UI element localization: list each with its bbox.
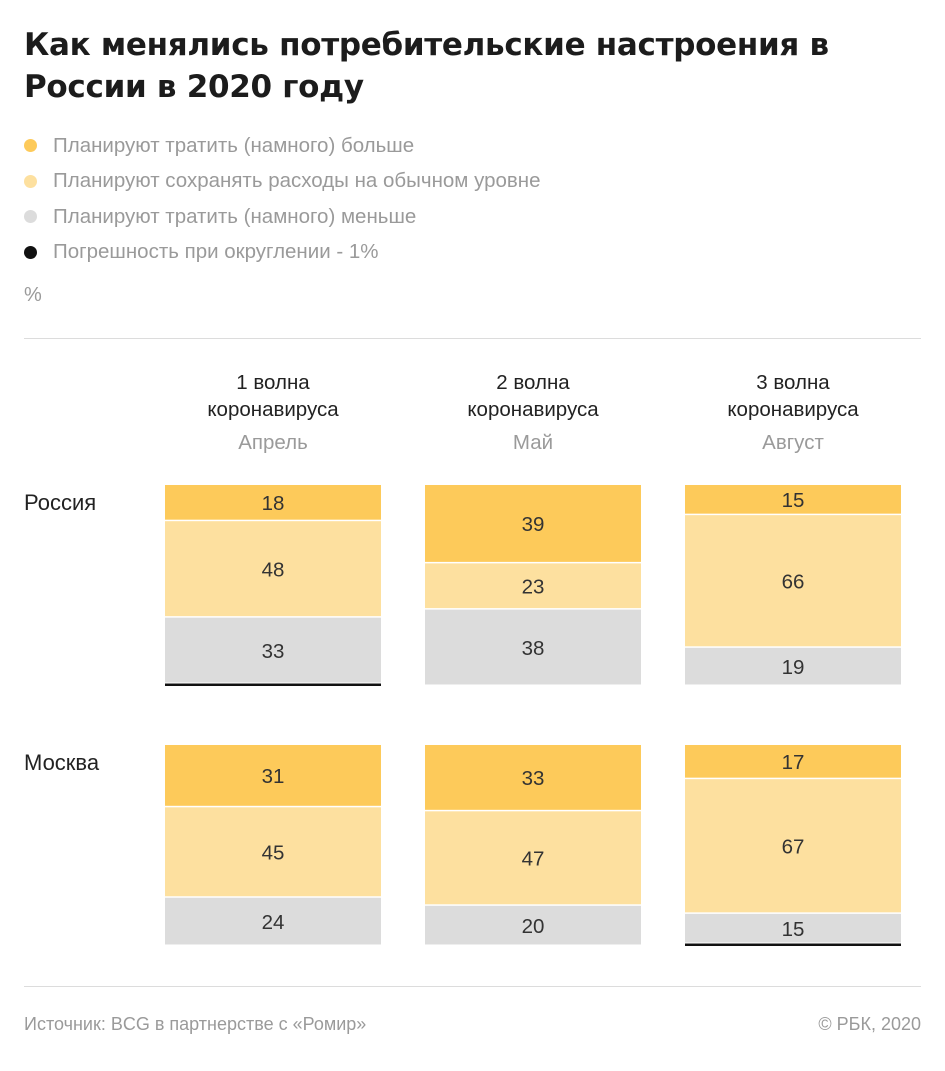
legend-dot-icon xyxy=(24,245,37,259)
legend-item-same: Планируют сохранять расходы на обычном у… xyxy=(24,164,541,200)
bar-segment xyxy=(685,647,901,685)
legend-dot-icon xyxy=(24,139,37,153)
source-note: Источник: BCG в партнерстве с «Ромир» xyxy=(24,1014,367,1034)
data-label: 38 xyxy=(522,637,545,660)
stacked-bar-chart: 1 волна коронавируса Апрель 2 волна коронави… xyxy=(24,371,901,946)
legend-label: Погрешность при округлении - 1% xyxy=(53,240,379,264)
data-label: 19 xyxy=(782,656,805,679)
bar-segment xyxy=(685,485,901,514)
rounding-error-mark xyxy=(165,683,381,686)
column-header-wave: 2 волна xyxy=(496,371,570,394)
unit-label: % xyxy=(24,284,42,306)
data-label: 18 xyxy=(262,492,285,515)
data-label: 15 xyxy=(782,918,805,941)
data-label: 67 xyxy=(782,836,805,859)
data-label: 15 xyxy=(782,489,805,512)
bar-segment xyxy=(165,745,381,806)
legend-item-more: Планируют тратить (намного) больше xyxy=(24,128,541,164)
bar-segment xyxy=(425,811,641,905)
bottom-divider xyxy=(24,986,921,987)
column-header-wave: коронавируса xyxy=(727,398,859,421)
data-label: 24 xyxy=(262,911,285,934)
column-header-wave: 1 волна xyxy=(236,371,310,394)
bar-segment xyxy=(425,563,641,609)
data-label: 20 xyxy=(522,915,545,938)
column-header-wave: коронавируса xyxy=(467,398,599,421)
bar-segment xyxy=(165,485,381,520)
bar-segment xyxy=(165,897,381,945)
data-label: 48 xyxy=(262,558,285,581)
column-header-month: Апрель xyxy=(238,431,308,454)
bar-segment xyxy=(165,617,381,683)
legend-label: Планируют тратить (намного) больше xyxy=(53,133,415,157)
legend-dot-icon xyxy=(24,174,37,188)
bar-segment xyxy=(685,913,901,943)
data-label: 66 xyxy=(782,570,805,593)
bar-segment xyxy=(425,745,641,810)
data-label: 45 xyxy=(262,842,285,865)
legend-item-rounding: Погрешность при округлении - 1% xyxy=(24,235,541,271)
column-header-wave: 3 волна xyxy=(756,371,830,394)
legend: Планируют тратить (намного) больше Плани… xyxy=(24,128,541,270)
data-label: 31 xyxy=(262,765,285,788)
top-divider xyxy=(24,338,921,339)
bar-segment xyxy=(685,515,901,647)
legend-label: Планируют сохранять расходы на обычном у… xyxy=(53,169,541,193)
bar-segment xyxy=(425,485,641,562)
bar-segment xyxy=(425,905,641,945)
bar-segment xyxy=(165,521,381,617)
bar-segment xyxy=(685,745,901,778)
bar-segment xyxy=(425,609,641,685)
copyright: © РБК, 2020 xyxy=(818,1014,921,1034)
data-label: 17 xyxy=(782,751,805,774)
data-label: 33 xyxy=(522,767,545,790)
column-header-month: Май xyxy=(513,431,553,454)
bar-segment xyxy=(685,779,901,913)
legend-label: Планируют тратить (намного) меньше xyxy=(53,204,417,228)
row-label: Москва xyxy=(24,750,100,775)
data-label: 33 xyxy=(262,640,285,663)
column-header-wave: коронавируса xyxy=(207,398,339,421)
bar-segment xyxy=(165,807,381,897)
row-label: Россия xyxy=(24,490,96,515)
data-label: 23 xyxy=(522,576,545,599)
legend-dot-icon xyxy=(24,210,37,224)
data-label: 47 xyxy=(522,848,545,871)
data-label: 39 xyxy=(522,513,545,536)
column-header-month: Август xyxy=(762,431,824,454)
rounding-error-mark xyxy=(685,943,901,946)
chart-title: Как менялись потребительские настроения … xyxy=(24,27,829,105)
legend-item-less: Планируют тратить (намного) меньше xyxy=(24,199,541,235)
